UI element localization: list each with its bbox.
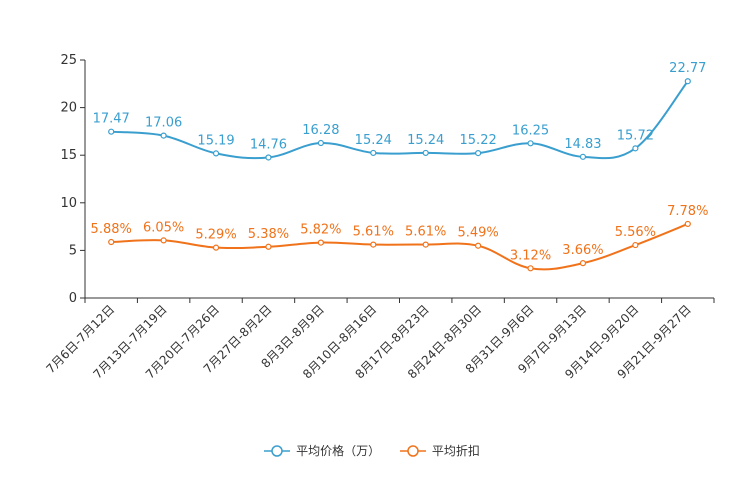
discount-data-label: 3.66% (562, 243, 603, 258)
discount-point (317, 239, 324, 246)
price-point (317, 139, 324, 147)
price-point (212, 150, 220, 157)
y-tick-label: 15 (60, 148, 77, 163)
price-data-label: 15.24 (407, 133, 444, 148)
series-line-discount (111, 223, 689, 271)
y-tick-label: 25 (60, 53, 77, 68)
legend-discount-marker-icon (399, 444, 426, 457)
chart-legend: 平均价格（万） 平均折扣 (0, 442, 744, 459)
y-tick-label: 20 (60, 101, 77, 116)
price-data-label: 16.28 (302, 123, 339, 138)
price-point (370, 149, 377, 157)
discount-point (370, 241, 377, 248)
discount-point (108, 238, 115, 246)
discount-data-label: 5.88% (91, 222, 132, 237)
discount-point (579, 260, 587, 267)
price-data-label: 17.47 (93, 112, 130, 127)
discount-point (422, 241, 429, 248)
y-tick-label: 10 (60, 196, 77, 211)
discount-point (160, 237, 167, 244)
discount-data-label: 5.56% (615, 225, 656, 240)
discount-data-label: 5.82% (300, 223, 341, 238)
discount-point (527, 265, 534, 272)
discount-point (475, 242, 482, 249)
discount-data-label: 5.49% (457, 226, 498, 241)
price-data-label: 14.76 (250, 137, 287, 152)
discount-data-label: 5.61% (353, 225, 394, 240)
legend-discount-label: 平均折扣 (431, 444, 480, 458)
price-point (684, 78, 691, 85)
discount-data-label: 5.29% (195, 228, 236, 243)
price-point (632, 145, 639, 152)
price-data-label: 17.06 (145, 116, 182, 131)
price-point (475, 150, 482, 157)
price-point (265, 154, 272, 161)
price-point (579, 153, 587, 160)
discount-point (265, 243, 272, 250)
legend-item-discount[interactable]: 平均折扣 (399, 442, 480, 459)
price-data-label: 15.72 (617, 128, 654, 143)
price-data-label: 15.19 (197, 133, 234, 148)
price-point (527, 140, 534, 147)
price-data-label: 15.24 (355, 133, 392, 148)
legend-item-price[interactable]: 平均价格（万） (264, 442, 380, 459)
legend-price-marker-icon (264, 444, 291, 457)
discount-data-label: 5.38% (248, 227, 289, 242)
y-tick-label: 0 (69, 291, 77, 306)
price-point (160, 132, 167, 139)
discount-data-label: 5.61% (405, 225, 446, 240)
price-point (422, 149, 429, 157)
price-data-label: 16.25 (512, 123, 549, 138)
discount-point (212, 244, 220, 251)
price-data-label: 14.83 (564, 137, 601, 152)
discount-point (632, 241, 639, 249)
discount-data-label: 7.78% (667, 204, 708, 219)
discount-data-label: 6.05% (143, 220, 184, 235)
price-data-label: 15.22 (460, 133, 497, 148)
price-point (108, 128, 115, 135)
y-tick-label: 5 (69, 243, 77, 258)
legend-price-label: 平均价格（万） (296, 444, 381, 458)
price-data-label: 22.77 (669, 61, 706, 76)
discount-point (684, 220, 691, 228)
discount-data-label: 3.12% (510, 248, 551, 263)
